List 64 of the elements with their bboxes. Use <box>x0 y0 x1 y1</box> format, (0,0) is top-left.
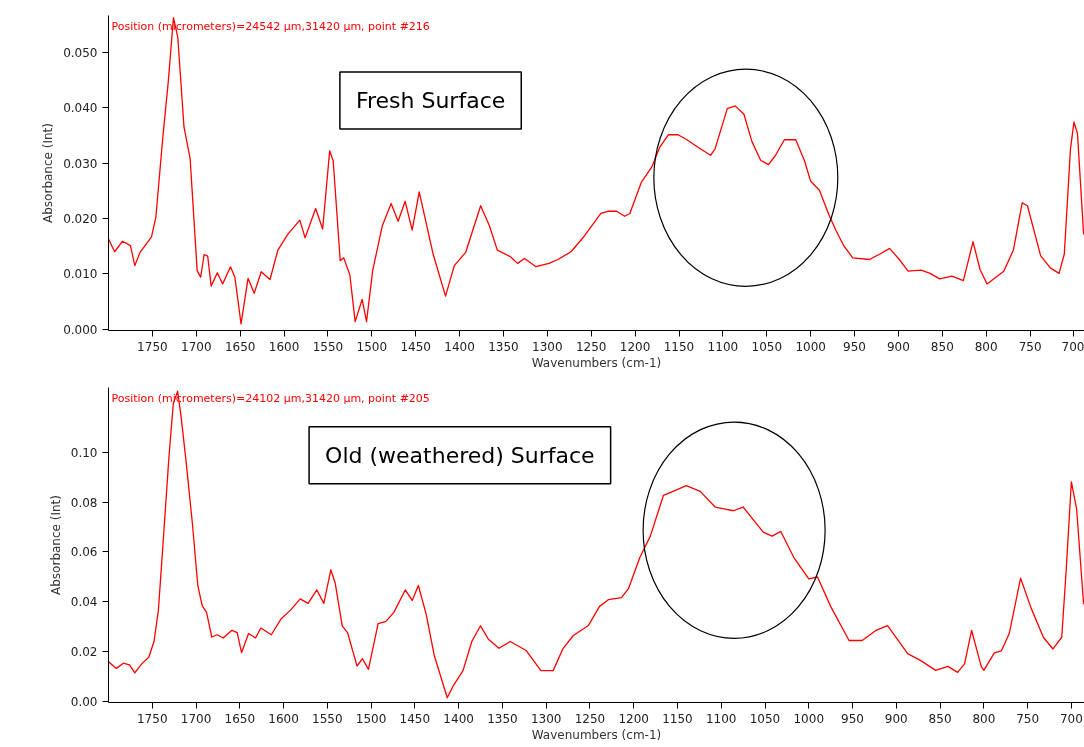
y-tick-label: 0.04 <box>70 595 98 610</box>
y-tick-label: 0.10 <box>70 445 98 460</box>
text: Fresh Surface <box>355 88 506 114</box>
x-tick-label: 1500 <box>355 711 387 726</box>
x-tick-label: 1100 <box>705 711 737 726</box>
line-series <box>108 17 1084 325</box>
x-tick-label: 1600 <box>268 339 300 354</box>
x-tick-label: 1150 <box>663 339 695 354</box>
y-tick-label: 0.06 <box>70 545 98 560</box>
x-tick-label: 950 <box>843 339 866 354</box>
x-tick-label: 700 <box>1061 339 1084 354</box>
x-tick-label: 1350 <box>487 711 518 726</box>
x-tick-label: 1700 <box>181 339 212 354</box>
x-tick-label: 1250 <box>575 339 607 354</box>
x-tick-label: 1600 <box>268 711 299 726</box>
y-tick-label: 0.02 <box>70 644 98 659</box>
x-tick-label: 1250 <box>574 711 606 726</box>
x-tick-label: 750 <box>1018 339 1042 354</box>
x-tick-label: 1050 <box>749 711 781 726</box>
y-tick-label: 0.050 <box>63 45 98 60</box>
x-tick-label: 1450 <box>399 711 431 726</box>
x-axis-title: Wavenumbers (cm-1) <box>531 727 662 742</box>
line-series <box>108 390 1084 699</box>
x-tick-label: 1000 <box>795 339 826 354</box>
y-axis-title: Absorbance (Int) <box>41 123 56 223</box>
x-tick-label: 1550 <box>312 339 344 354</box>
x-tick-label: 850 <box>928 711 952 726</box>
x-tick-label: 800 <box>974 339 998 354</box>
x-tick-label: 1750 <box>137 711 168 726</box>
y-tick-label: 0.08 <box>70 495 98 510</box>
x-tick-label: 1750 <box>137 339 168 354</box>
x-tick-label: 950 <box>841 711 864 726</box>
x-tick-label: 1000 <box>793 711 825 726</box>
x-tick-label: 1100 <box>707 339 739 354</box>
x-tick-label: 1300 <box>530 711 562 726</box>
x-tick-label: 850 <box>930 339 954 354</box>
x-tick-label: 750 <box>1016 711 1040 726</box>
x-tick-label: 1400 <box>443 711 474 726</box>
x-tick-label: 1450 <box>400 339 431 354</box>
x-tick-label: 1700 <box>180 711 212 726</box>
x-tick-label: 1150 <box>662 711 693 726</box>
y-tick-label: 0.040 <box>63 101 98 116</box>
x-tick-label: 1200 <box>618 711 649 726</box>
x-tick-label: 1500 <box>356 339 388 354</box>
y-tick-label: 0.010 <box>63 267 98 282</box>
x-axis-title: Wavenumbers (cm-1) <box>531 355 662 370</box>
x-tick-label: 1550 <box>312 711 343 726</box>
x-tick-label: 1050 <box>751 339 783 354</box>
y-tick-label: 0.020 <box>63 211 98 226</box>
text: Old (weathered) Surface <box>325 442 595 468</box>
x-tick-label: 1650 <box>224 339 256 354</box>
x-tick-label: 1300 <box>532 339 563 354</box>
x-tick-label: 1200 <box>619 339 651 354</box>
y-tick-label: 0.000 <box>63 322 98 337</box>
x-tick-label: 800 <box>972 711 996 726</box>
x-tick-label: 1350 <box>488 339 519 354</box>
x-tick-label: 900 <box>886 339 910 354</box>
x-tick-label: 1400 <box>444 339 475 354</box>
x-tick-label: 900 <box>884 711 908 726</box>
x-tick-label: 1650 <box>224 711 256 726</box>
y-tick-label: 0.030 <box>63 156 98 171</box>
y-axis-title: Absorbance (Int) <box>48 495 63 595</box>
x-tick-label: 700 <box>1059 711 1083 726</box>
y-tick-label: 0.00 <box>70 694 98 709</box>
